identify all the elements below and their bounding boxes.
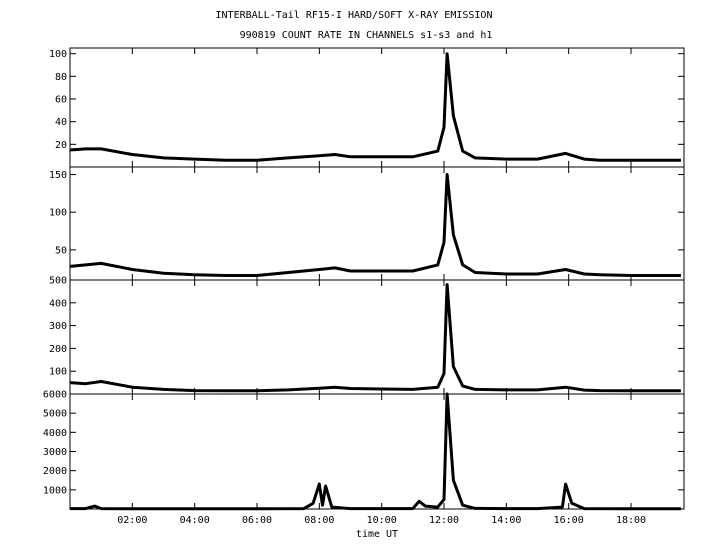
y-tick-label: 300	[49, 321, 67, 332]
series-line	[69, 52, 681, 162]
panel-4: 1000 2000 3000 4000 5000 6000	[43, 390, 685, 511]
x-tick-label: 06:00	[242, 515, 272, 526]
x-tick-label: 18:00	[616, 515, 646, 526]
x-axis-label: time UT	[356, 529, 398, 540]
y-tick-label: 2000	[43, 466, 67, 477]
series-line	[69, 173, 681, 277]
series-line-core	[69, 174, 681, 276]
x-tick-label: 04:00	[180, 515, 210, 526]
series-line	[70, 392, 681, 511]
y-tick-label: 100	[49, 367, 67, 378]
y-tick-label: 100	[49, 208, 67, 219]
y-tick-label: 80	[55, 72, 67, 83]
y-tick-label: 50	[55, 245, 67, 256]
chart-subtitle: 990819 COUNT RATE IN CHANNELS s1-s3 and …	[240, 30, 493, 41]
x-tick-label: 12:00	[429, 515, 459, 526]
series-line-core	[70, 393, 681, 510]
x-tick-label: 10:00	[367, 515, 397, 526]
panel-frame	[69, 47, 685, 168]
series-line-core	[69, 284, 681, 392]
panel-frame	[69, 393, 685, 510]
y-tick-label: 4000	[43, 428, 67, 439]
y-tick-label: 400	[49, 298, 67, 309]
y-tick-label: 200	[49, 344, 67, 355]
chart-title: INTERBALL-Tail RF15-I HARD/SOFT X-RAY EM…	[216, 10, 493, 21]
x-tick-label: 02:00	[117, 515, 147, 526]
y-tick-label: 40	[55, 117, 67, 128]
y-tick-label: 3000	[43, 447, 67, 458]
panel-2: 50 100 150	[49, 166, 685, 281]
y-tick-label: 100	[49, 49, 67, 60]
panel-1: 20 40 60 80 100	[49, 47, 685, 168]
y-tick-label: 20	[55, 140, 67, 151]
panel-frame	[69, 279, 685, 395]
y-tick-label: 60	[55, 95, 67, 106]
y-tick-label: 1000	[43, 485, 67, 496]
x-axis: 02:00 04:00 06:00 08:00 10:00 12:00 14:00 16:00…	[117, 515, 646, 526]
series-line	[69, 283, 681, 393]
panel-3: 100 200 300 400 500	[49, 276, 685, 395]
y-tick-label: 150	[49, 170, 67, 181]
x-tick-label: 08:00	[304, 515, 334, 526]
y-tick-label: 6000	[43, 390, 67, 401]
y-tick-label: 5000	[43, 409, 67, 420]
x-tick-label: 14:00	[491, 515, 521, 526]
x-tick-label: 16:00	[554, 515, 584, 526]
panel-frame	[69, 166, 685, 281]
y-tick-label: 500	[49, 276, 67, 287]
series-line-core	[69, 53, 681, 161]
panels-group: 20 40 60 80 100 50 100 150 100 200 300 400 500 1000 20…	[43, 47, 685, 511]
